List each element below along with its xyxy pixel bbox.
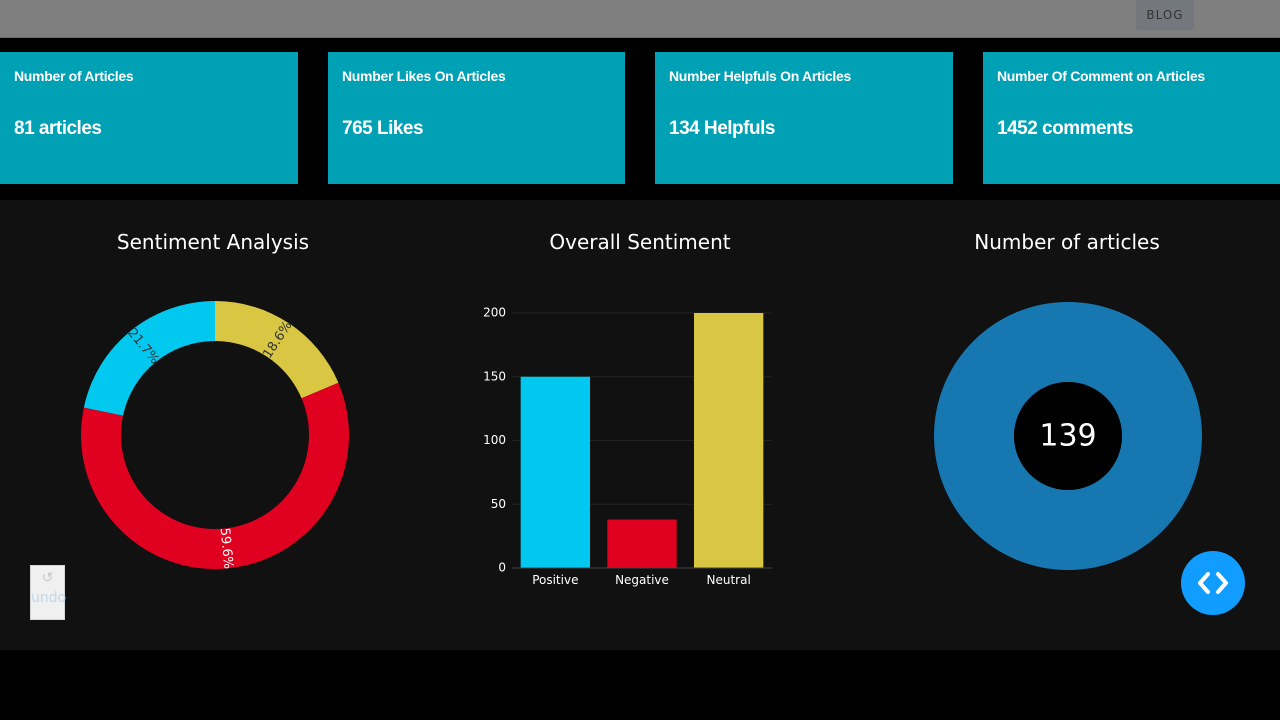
donut-hole: [1014, 382, 1122, 490]
chart-title-overall-sentiment: Overall Sentiment: [549, 230, 731, 254]
y-tick-label: 150: [483, 369, 506, 383]
card-title: Number of Articles: [14, 68, 134, 84]
x-tick-label: Positive: [532, 573, 578, 587]
donut-slice-positive[interactable]: [83, 301, 215, 416]
chart-title-number-of-articles: Number of articles: [974, 230, 1160, 254]
undo-button[interactable]: ↺ undo: [30, 565, 67, 620]
bar-positive[interactable]: [520, 376, 590, 568]
bar-neutral[interactable]: [694, 313, 764, 568]
donut-slice-neutral[interactable]: [215, 301, 339, 399]
blog-button[interactable]: BLOG: [1136, 0, 1194, 30]
comments-count-card: Number Of Comment on Articles 1452 comme…: [983, 52, 1280, 184]
x-tick-label: Negative: [615, 573, 669, 587]
chart-title-sentiment-analysis: Sentiment Analysis: [116, 230, 310, 254]
donut-slice-label: 59.6%: [217, 527, 236, 570]
y-tick-label: 50: [491, 497, 506, 511]
code-icon: [1198, 572, 1228, 594]
donut-slice-articles[interactable]: [934, 301, 1202, 571]
card-title: Number Likes On Articles: [342, 68, 506, 84]
y-tick-label: 200: [483, 306, 506, 320]
likes-count-card: Number Likes On Articles 765 Likes: [328, 52, 625, 184]
card-title: Number Helpfuls On Articles: [669, 68, 851, 84]
helpfuls-count-card: Number Helpfuls On Articles 134 Helpfuls: [655, 52, 953, 184]
overall-sentiment-bar-chart: 0 50 100 150 200 Positive Negative Neutral: [483, 306, 772, 587]
undo-label: undo: [31, 590, 67, 606]
y-tick-label: 100: [483, 433, 506, 447]
top-navbar: BLOG: [0, 0, 1280, 38]
donut-slice-negative[interactable]: [80, 382, 350, 569]
donut-center-label: 139: [1039, 419, 1096, 454]
code-toggle-button[interactable]: [1181, 551, 1245, 615]
bar-negative[interactable]: [607, 519, 677, 568]
undo-icon: ↺: [41, 570, 54, 586]
sentiment-donut-chart: 21.7% 18.6%59.6%: [80, 301, 350, 570]
card-value: 81 articles: [14, 118, 102, 139]
card-value: 134 Helpfuls: [669, 118, 775, 139]
card-title: Number Of Comment on Articles: [997, 68, 1205, 84]
card-value: 1452 comments: [997, 118, 1134, 139]
articles-donut-chart: 139: [934, 301, 1202, 571]
x-tick-label: Neutral: [707, 573, 751, 587]
card-value: 765 Likes: [342, 118, 424, 139]
y-tick-label: 0: [498, 561, 506, 575]
articles-count-card: Number of Articles 81 articles: [0, 52, 298, 184]
